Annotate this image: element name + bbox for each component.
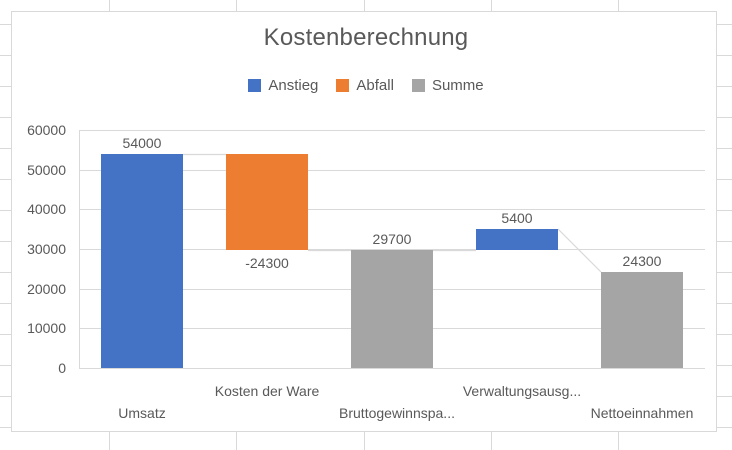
y-tick: 0 bbox=[58, 360, 66, 376]
legend-swatch-anstieg bbox=[248, 79, 262, 92]
x-label: Umsatz bbox=[118, 405, 165, 421]
chart-legend: Anstieg Abfall Summe bbox=[0, 77, 732, 94]
data-label: 54000 bbox=[123, 135, 162, 151]
x-axis-labels: Umsatz Kosten der Ware Bruttogewinnspa..… bbox=[118, 383, 693, 421]
bar-umsatz[interactable] bbox=[101, 154, 183, 368]
legend-item-summe: Summe bbox=[411, 77, 484, 94]
legend-label-summe: Summe bbox=[431, 77, 484, 94]
legend-swatch-abfall bbox=[336, 79, 350, 92]
chart-title: Kostenberechnung bbox=[263, 24, 469, 51]
y-tick: 10000 bbox=[27, 320, 66, 336]
x-label: Bruttogewinnspa... bbox=[339, 405, 455, 421]
x-label: Kosten der Ware bbox=[215, 383, 320, 399]
connector-lines bbox=[183, 153, 602, 273]
legend-item-anstieg: Anstieg bbox=[248, 77, 318, 94]
data-label: -24300 bbox=[245, 255, 289, 271]
bar-nettoeinnahmen[interactable] bbox=[601, 272, 683, 368]
y-tick: 20000 bbox=[27, 281, 66, 297]
legend-item-abfall: Abfall bbox=[336, 77, 394, 94]
bar-bruttogewinnspanne[interactable] bbox=[351, 250, 433, 368]
legend-swatch-summe bbox=[411, 79, 425, 92]
y-tick: 40000 bbox=[27, 201, 66, 217]
x-label: Verwaltungsausg... bbox=[463, 383, 581, 399]
data-labels: 54000 -24300 29700 5400 24300 bbox=[123, 135, 662, 271]
legend-label-abfall: Abfall bbox=[356, 77, 394, 94]
y-tick: 30000 bbox=[27, 241, 66, 257]
x-label: Nettoeinnahmen bbox=[591, 405, 694, 421]
bar-verwaltungsausgaben[interactable] bbox=[476, 229, 558, 250]
y-tick: 60000 bbox=[27, 122, 66, 138]
data-label: 29700 bbox=[373, 231, 412, 247]
bar-kosten-der-ware[interactable] bbox=[226, 154, 308, 250]
data-label: 5400 bbox=[501, 210, 532, 226]
legend-label-anstieg: Anstieg bbox=[268, 77, 319, 94]
data-label: 24300 bbox=[623, 253, 662, 269]
y-axis-ticks: 60000 50000 40000 30000 20000 10000 0 bbox=[27, 122, 66, 376]
y-tick: 50000 bbox=[27, 162, 66, 178]
